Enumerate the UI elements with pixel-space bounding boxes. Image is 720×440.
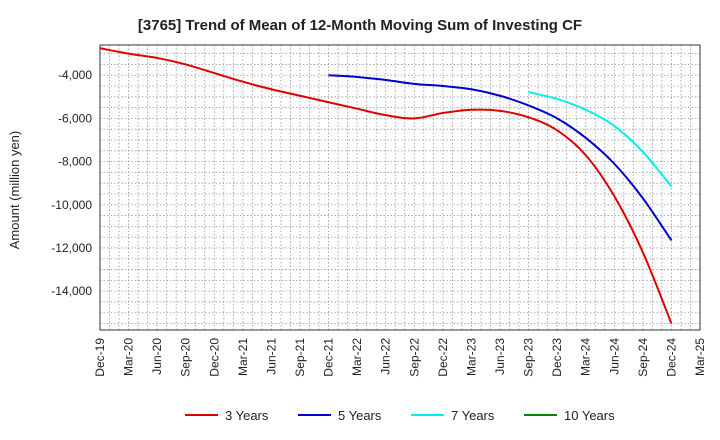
- series-line-7-years: [528, 91, 673, 188]
- series-line-5-years: [328, 74, 673, 241]
- x-tick-label: Sep-21: [293, 338, 307, 377]
- x-tick-label: Dec-22: [436, 338, 450, 377]
- x-tick-label: Jun-20: [150, 338, 164, 375]
- x-tick-label: Dec-19: [93, 338, 107, 377]
- y-tick-label: -8,000: [58, 155, 92, 169]
- x-tick-label: Sep-20: [179, 338, 193, 377]
- x-tick-label: Jun-24: [607, 338, 621, 375]
- x-tick-label: Mar-21: [236, 338, 250, 376]
- x-tick-label: Dec-23: [550, 338, 564, 377]
- y-tick-labels: -4,000 -6,000 -8,000 -10,000 -12,000 -14,000: [51, 68, 92, 298]
- y-tick-label: -4,000: [58, 68, 92, 82]
- y-tick-label: -12,000: [51, 241, 92, 255]
- x-tick-label: Dec-21: [322, 338, 336, 377]
- series-line-3-years: [99, 47, 673, 324]
- x-tick-label: Sep-23: [522, 338, 536, 377]
- legend: 3 Years 5 Years 7 Years 10 Years: [185, 408, 615, 423]
- y-tick-label: -14,000: [51, 284, 92, 298]
- legend-label-10-years: 10 Years: [564, 408, 615, 423]
- x-tick-label: Jun-23: [493, 338, 507, 375]
- x-tick-label: Jun-22: [379, 338, 393, 375]
- x-tick-label: Dec-20: [207, 338, 221, 377]
- chart-title: [3765] Trend of Mean of 12-Month Moving …: [138, 17, 582, 34]
- x-tick-label: Sep-24: [636, 338, 650, 377]
- legend-label-3-years: 3 Years: [225, 408, 269, 423]
- x-tick-label: Sep-22: [407, 338, 421, 377]
- x-tick-label: Mar-25: [693, 338, 707, 376]
- x-tick-label: Mar-22: [350, 338, 364, 376]
- y-axis-label: Amount (million yen): [7, 131, 22, 250]
- x-tick-label: Mar-23: [464, 338, 478, 376]
- plot-area-border: [99, 44, 701, 331]
- y-tick-label: -6,000: [58, 111, 92, 125]
- y-tick-label: -10,000: [51, 198, 92, 212]
- x-tick-labels: Dec-19 Mar-20 Jun-20 Sep-20 Dec-20 Mar-21 Jun-…: [93, 338, 707, 377]
- x-tick-label: Dec-24: [664, 338, 678, 377]
- legend-label-5-years: 5 Years: [338, 408, 382, 423]
- legend-label-7-years: 7 Years: [451, 408, 495, 423]
- x-tick-label: Mar-20: [122, 338, 136, 376]
- x-tick-label: Mar-24: [579, 338, 593, 376]
- x-tick-label: Jun-21: [264, 338, 278, 375]
- series-group: [99, 47, 673, 324]
